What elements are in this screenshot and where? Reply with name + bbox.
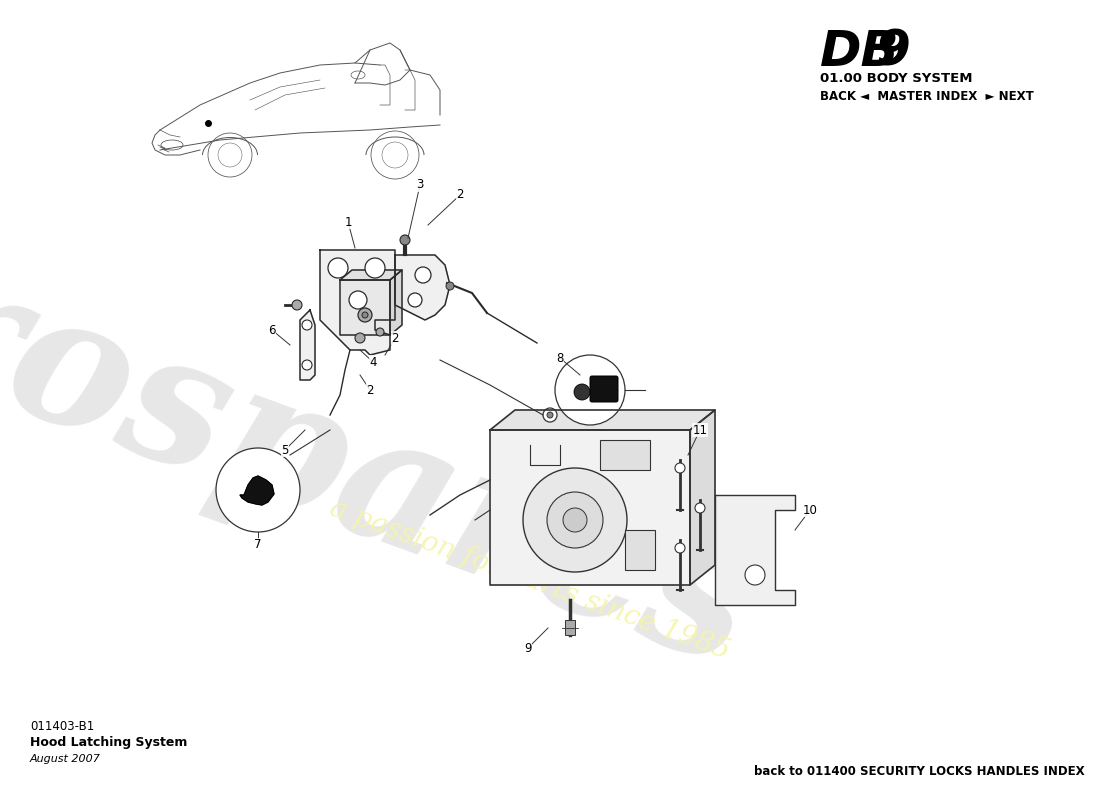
Text: eurospares: eurospares (0, 156, 776, 704)
Text: 7: 7 (254, 538, 262, 551)
Circle shape (376, 328, 384, 336)
Text: 2: 2 (366, 383, 374, 397)
Polygon shape (340, 270, 402, 280)
Polygon shape (715, 495, 795, 605)
Text: 2: 2 (456, 189, 464, 202)
Circle shape (415, 267, 431, 283)
FancyBboxPatch shape (590, 376, 618, 402)
Text: 2: 2 (392, 331, 398, 345)
Circle shape (302, 360, 312, 370)
Circle shape (543, 408, 557, 422)
Circle shape (675, 543, 685, 553)
Circle shape (358, 308, 372, 322)
Polygon shape (320, 250, 395, 355)
Text: 4: 4 (370, 355, 376, 369)
Circle shape (365, 258, 385, 278)
Text: 6: 6 (268, 323, 276, 337)
Polygon shape (490, 410, 715, 430)
Circle shape (556, 355, 625, 425)
Circle shape (745, 565, 764, 585)
Text: 9: 9 (876, 28, 911, 76)
Bar (600, 440, 650, 470)
Text: 8: 8 (557, 351, 563, 365)
Circle shape (408, 293, 422, 307)
Text: 011403-B1: 011403-B1 (30, 720, 95, 733)
Text: 3: 3 (416, 178, 424, 191)
Polygon shape (490, 430, 690, 585)
Text: 9: 9 (525, 642, 531, 654)
Text: 01.00 BODY SYSTEM: 01.00 BODY SYSTEM (820, 72, 972, 85)
Circle shape (355, 333, 365, 343)
Circle shape (292, 300, 302, 310)
Text: 10: 10 (803, 503, 817, 517)
Polygon shape (390, 270, 402, 335)
Text: back to 011400 SECURITY LOCKS HANDLES INDEX: back to 011400 SECURITY LOCKS HANDLES IN… (755, 765, 1085, 778)
Polygon shape (690, 410, 715, 585)
Text: 1: 1 (344, 215, 352, 229)
Circle shape (400, 235, 410, 245)
Polygon shape (395, 255, 450, 320)
Circle shape (328, 258, 348, 278)
Circle shape (574, 384, 590, 400)
Circle shape (522, 468, 627, 572)
Text: 5: 5 (282, 443, 288, 457)
Polygon shape (340, 280, 390, 335)
Text: Hood Latching System: Hood Latching System (30, 736, 187, 749)
Polygon shape (300, 310, 315, 380)
Text: BACK ◄  MASTER INDEX  ► NEXT: BACK ◄ MASTER INDEX ► NEXT (820, 90, 1034, 103)
Circle shape (446, 282, 454, 290)
Bar (625, 530, 654, 570)
Circle shape (547, 412, 553, 418)
Bar (565, 620, 575, 635)
Circle shape (216, 448, 300, 532)
Circle shape (349, 291, 367, 309)
Text: 11: 11 (693, 423, 707, 437)
Circle shape (695, 503, 705, 513)
Circle shape (362, 312, 369, 318)
Text: August 2007: August 2007 (30, 754, 101, 764)
Circle shape (547, 492, 603, 548)
Circle shape (675, 463, 685, 473)
Text: a passion for parts since 1985: a passion for parts since 1985 (327, 495, 734, 665)
Text: DB: DB (820, 28, 900, 76)
Polygon shape (240, 476, 274, 505)
Circle shape (563, 508, 587, 532)
Circle shape (302, 320, 312, 330)
